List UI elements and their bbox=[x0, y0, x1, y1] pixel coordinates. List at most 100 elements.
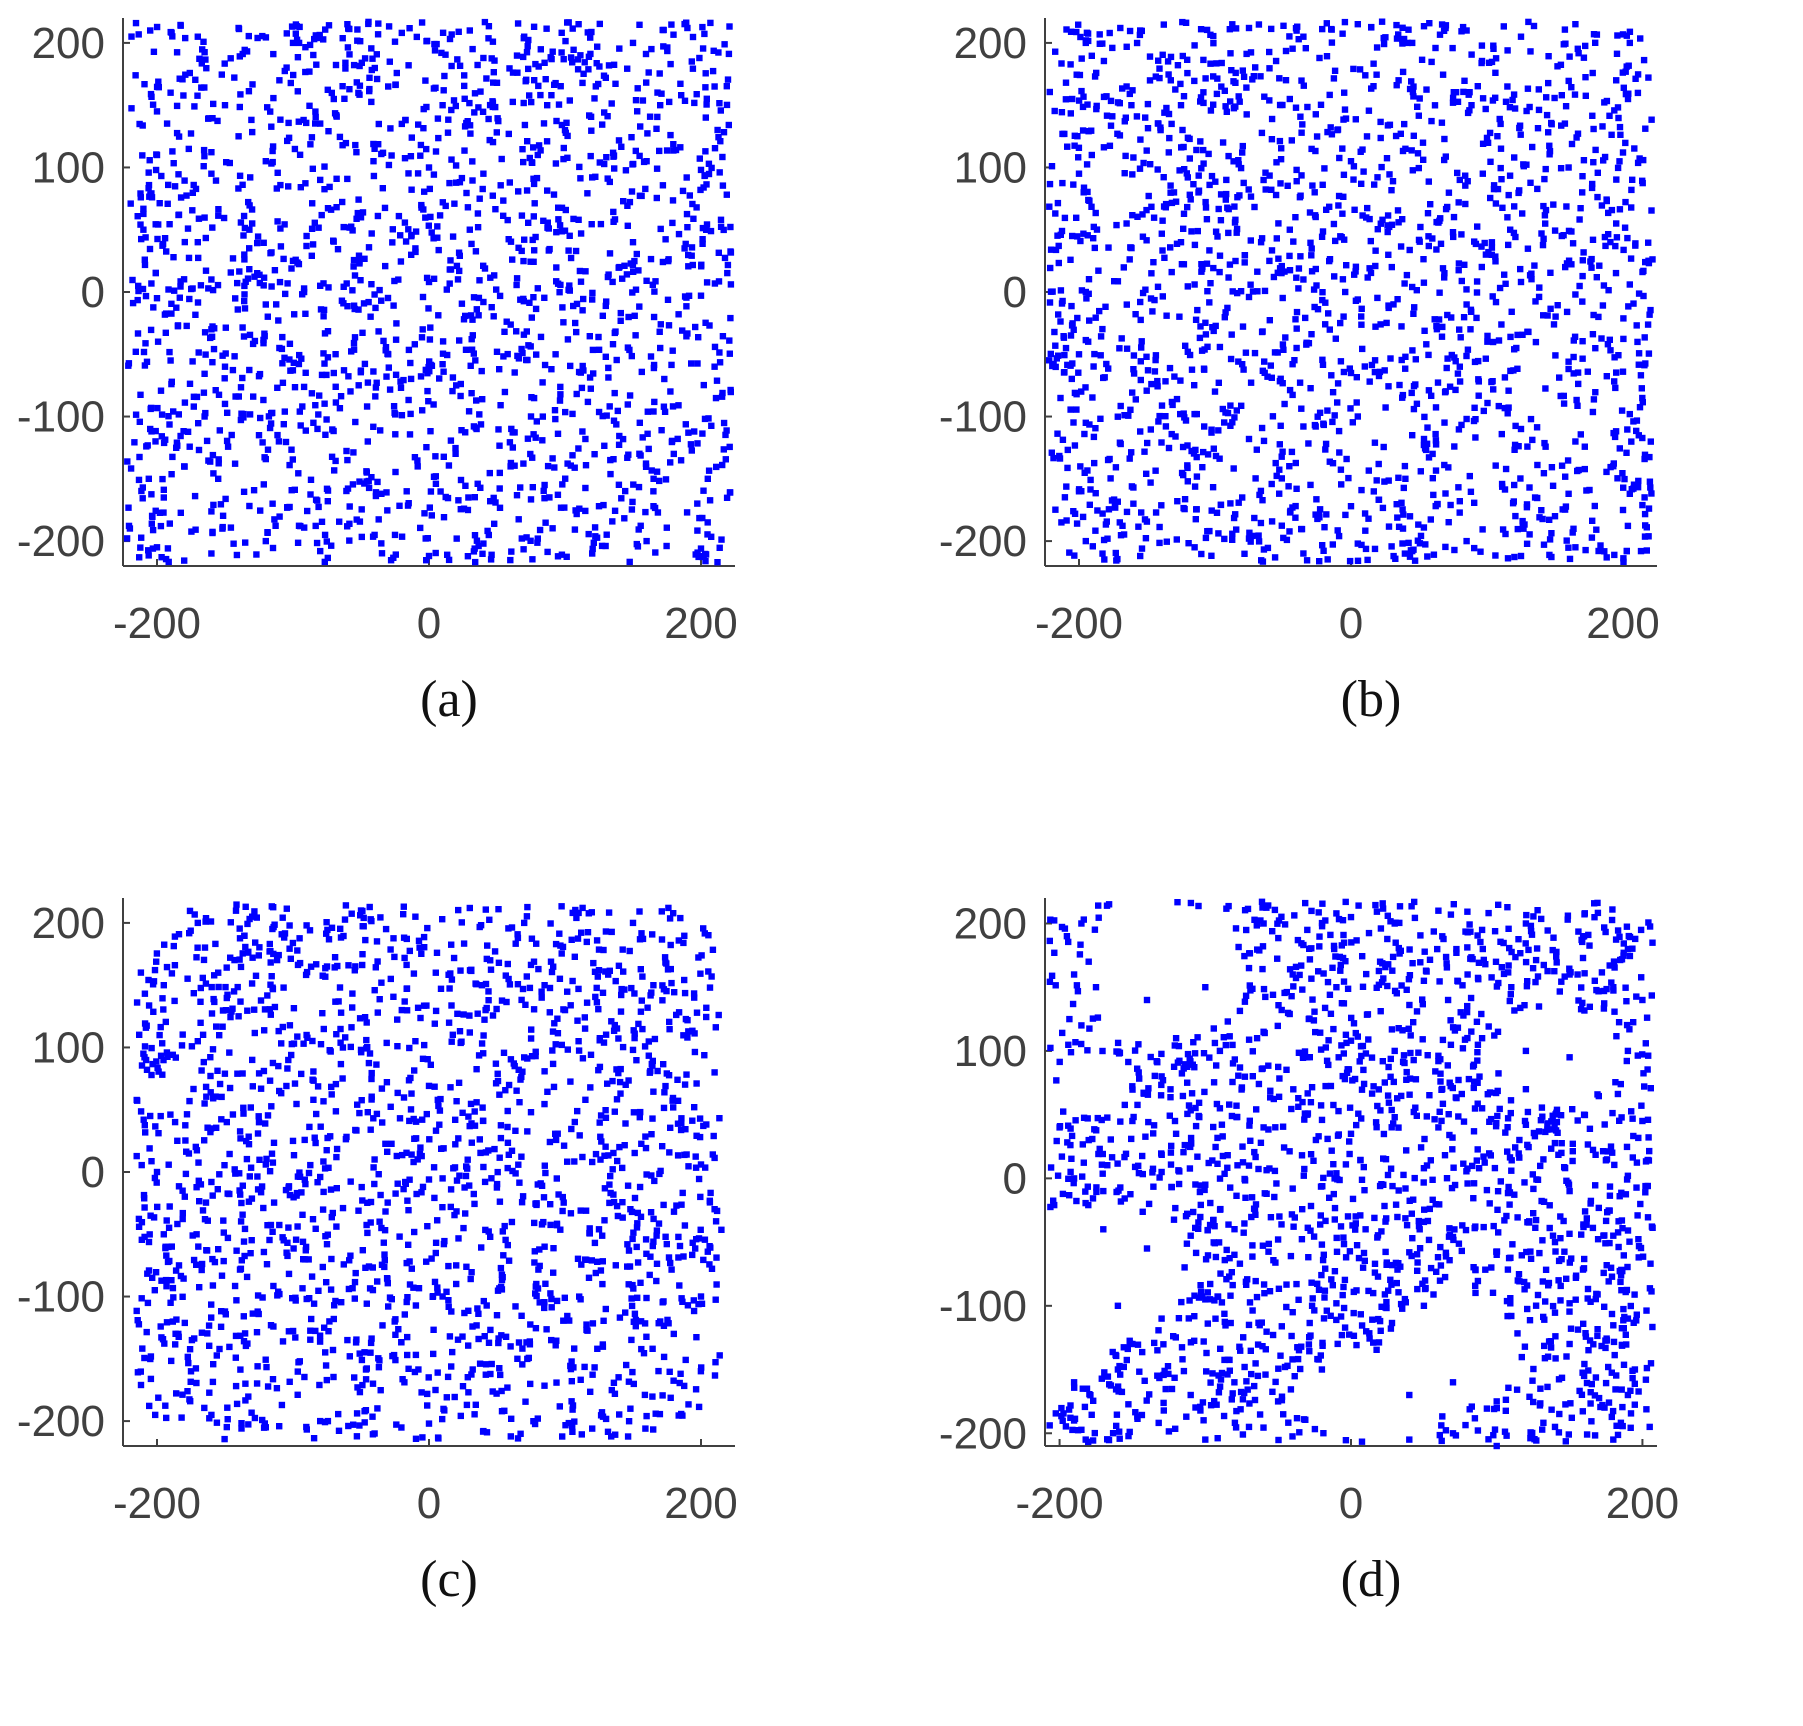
scatter-point-a bbox=[611, 389, 618, 397]
scatter-point-b bbox=[1191, 281, 1198, 288]
scatter-point-a bbox=[702, 84, 709, 91]
scatter-point-c bbox=[692, 1164, 700, 1171]
scatter-point-a bbox=[689, 65, 697, 72]
scatter-point-b bbox=[1062, 96, 1070, 103]
scatter-point-a bbox=[493, 79, 501, 86]
scatter-point-a bbox=[302, 68, 309, 76]
scatter-point-b bbox=[1548, 530, 1555, 537]
scatter-point-b bbox=[1215, 379, 1222, 386]
scatter-point-c bbox=[302, 1180, 309, 1188]
scatter-point-b bbox=[1283, 536, 1291, 544]
scatter-point-a bbox=[401, 219, 409, 226]
scatter-point-a bbox=[576, 267, 584, 275]
scatter-point-b bbox=[1377, 220, 1384, 227]
scatter-point-a bbox=[231, 74, 238, 81]
scatter-point-b bbox=[1204, 451, 1212, 458]
scatter-point-c bbox=[602, 1114, 610, 1121]
scatter-point-b bbox=[1093, 69, 1100, 77]
scatter-point-b bbox=[1619, 368, 1627, 375]
scatter-point-a bbox=[124, 458, 131, 465]
scatter-point-b bbox=[1346, 557, 1354, 565]
scatter-point-a bbox=[700, 553, 707, 560]
scatter-point-c bbox=[207, 1125, 215, 1132]
scatter-point-c bbox=[526, 984, 534, 992]
scatter-point-b bbox=[1392, 132, 1400, 140]
scatter-point-a bbox=[373, 51, 380, 58]
scatter-point-a bbox=[474, 61, 481, 69]
scatter-point-a bbox=[306, 41, 314, 49]
scatter-point-a bbox=[629, 39, 637, 47]
scatter-point-a bbox=[500, 353, 507, 360]
scatter-point-c bbox=[384, 1148, 391, 1155]
scatter-point-b bbox=[1592, 345, 1599, 352]
scatter-point-b bbox=[1091, 244, 1098, 252]
x-tick-label-a: -200 bbox=[113, 599, 201, 648]
scatter-point-c bbox=[457, 1412, 464, 1420]
scatter-point-a bbox=[155, 221, 162, 228]
scatter-point-b bbox=[1286, 267, 1294, 274]
scatter-point-a bbox=[141, 81, 148, 88]
scatter-point-a bbox=[300, 288, 308, 296]
scatter-point-b bbox=[1100, 57, 1108, 65]
scatter-point-b bbox=[1562, 263, 1569, 271]
scatter-point-b bbox=[1208, 507, 1215, 514]
scatter-point-a bbox=[536, 526, 544, 534]
scatter-point-b bbox=[1359, 345, 1366, 353]
scatter-point-b bbox=[1298, 405, 1305, 412]
scatter-point-a bbox=[685, 292, 693, 299]
scatter-point-a bbox=[724, 76, 732, 83]
scatter-point-c bbox=[367, 1126, 374, 1133]
scatter-point-a bbox=[262, 455, 269, 463]
scatter-point-a bbox=[542, 519, 549, 526]
scatter-point-b bbox=[1286, 528, 1293, 535]
scatter-point-a bbox=[582, 462, 590, 469]
scatter-point-b bbox=[1068, 302, 1075, 310]
scatter-point-a bbox=[427, 324, 434, 331]
scatter-point-c bbox=[504, 1164, 511, 1172]
scatter-point-a bbox=[182, 71, 189, 78]
scatter-point-a bbox=[153, 23, 161, 31]
scatter-point-a bbox=[702, 557, 709, 565]
scatter-point-b bbox=[1111, 278, 1118, 285]
scatter-point-b bbox=[1184, 56, 1191, 63]
scatter-point-a bbox=[456, 267, 463, 275]
scatter-points-c bbox=[133, 901, 725, 1443]
scatter-point-a bbox=[708, 164, 715, 172]
scatter-point-a bbox=[579, 79, 586, 87]
scatter-point-c bbox=[650, 1426, 657, 1433]
scatter-point-a bbox=[246, 331, 254, 339]
scatter-point-b bbox=[1181, 414, 1188, 421]
scatter-point-b bbox=[1471, 404, 1478, 411]
scatter-point-a bbox=[150, 304, 157, 311]
scatter-point-c bbox=[662, 1233, 669, 1240]
scatter-point-b bbox=[1320, 421, 1327, 429]
scatter-point-c bbox=[424, 1402, 431, 1409]
scatter-point-b bbox=[1642, 125, 1649, 132]
scatter-point-c bbox=[594, 1258, 601, 1265]
scatter-point-a bbox=[385, 83, 392, 90]
scatter-point-b bbox=[1152, 352, 1160, 359]
scatter-point-c bbox=[317, 1173, 324, 1181]
scatter-point-a bbox=[483, 75, 490, 82]
scatter-point-c bbox=[625, 1247, 633, 1254]
scatter-point-a bbox=[393, 69, 400, 77]
scatter-point-a bbox=[552, 351, 559, 358]
scatter-point-a bbox=[696, 155, 703, 162]
scatter-point-c bbox=[551, 1020, 558, 1027]
scatter-point-b bbox=[1579, 338, 1586, 345]
scatter-point-a bbox=[269, 500, 276, 507]
scatter-point-c bbox=[622, 1081, 629, 1088]
scatter-point-c bbox=[254, 1363, 261, 1370]
scatter-point-b bbox=[1288, 448, 1296, 456]
scatter-point-b bbox=[1600, 282, 1608, 289]
scatter-point-b bbox=[1172, 433, 1179, 440]
scatter-point-a bbox=[425, 305, 432, 312]
scatter-point-a bbox=[350, 346, 358, 353]
scatter-point-b bbox=[1645, 74, 1652, 81]
scatter-point-c bbox=[317, 1041, 325, 1048]
scatter-point-b bbox=[1046, 180, 1054, 188]
scatter-point-a bbox=[723, 101, 731, 109]
scatter-point-a bbox=[629, 161, 636, 168]
scatter-point-a bbox=[603, 412, 610, 419]
scatter-point-a bbox=[554, 553, 562, 560]
